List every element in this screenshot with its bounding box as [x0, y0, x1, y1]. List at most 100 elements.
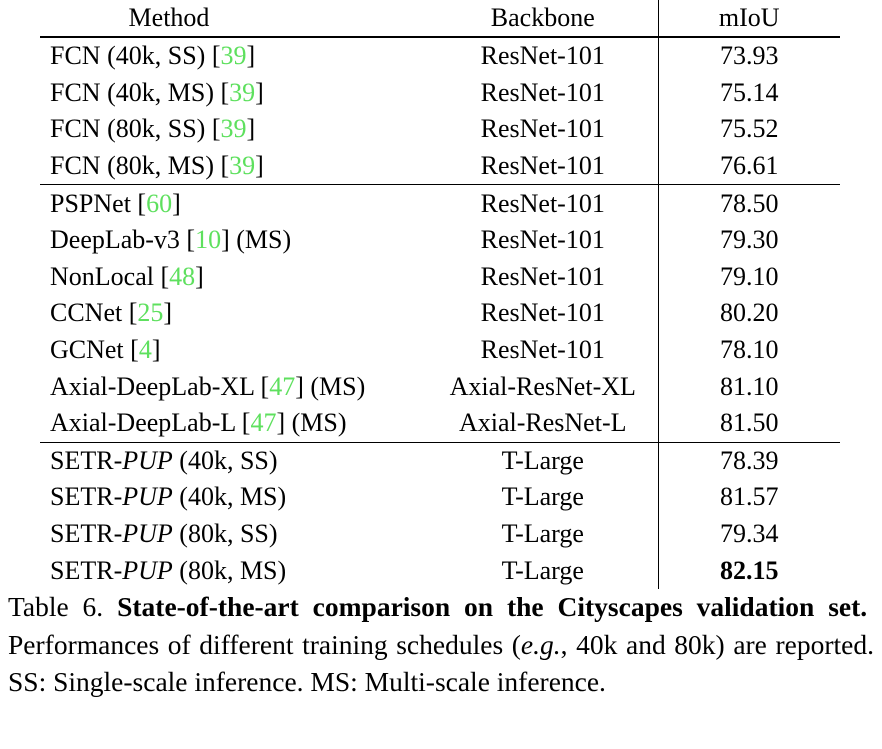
method-prefix: FCN (40k, SS) [ [50, 41, 221, 71]
method-suffix: ] (MS) [276, 408, 347, 438]
cell-backbone: ResNet-101 [480, 114, 605, 144]
cell-method: FCN (80k, MS) [39] [40, 148, 428, 185]
cell-miou: 81.50 [657, 404, 840, 443]
cell-method: SETR-PUP (40k, MS) [40, 479, 428, 516]
cell-backbone: ResNet-101 [428, 36, 658, 75]
table-row: PSPNet [60] ResNet-101 78.50 [40, 184, 840, 222]
method-suffix: ] [163, 298, 173, 328]
method-italic: PUP [122, 445, 173, 475]
method-suffix: (40k, SS) [172, 445, 278, 475]
cell-backbone: ResNet-101 [480, 298, 605, 328]
caption-eg: e.g. [520, 628, 561, 660]
cell-miou: 78.39 [657, 441, 840, 480]
table-row: SETR-PUP (40k, SS) T-Large 78.39 [40, 441, 840, 480]
method-suffix: ] [151, 335, 161, 365]
method-suffix: ] [246, 114, 256, 144]
cell-method: DeepLab-v3 [10] (MS) [40, 222, 428, 259]
cell-backbone: T-Large [428, 441, 658, 480]
method-suffix: (80k, SS) [172, 519, 278, 549]
method-italic: PUP [122, 482, 173, 512]
header-method: Method [40, 0, 428, 38]
method-italic: PUP [122, 519, 173, 549]
method-prefix: SETR- [50, 482, 123, 512]
citation-link[interactable]: 60 [146, 188, 173, 218]
table-row: Axial-DeepLab-L [47] (MS) Axial-ResNet-L 8… [40, 404, 840, 443]
cell-miou: 76.61 [657, 147, 840, 185]
cell-method: SETR-PUP (80k, MS) [40, 552, 428, 589]
cell-miou: 75.52 [657, 111, 840, 148]
method-prefix: FCN (80k, MS) [ [50, 151, 230, 181]
citation-link[interactable]: 4 [138, 335, 152, 365]
table-row: GCNet [4] ResNet-101 78.10 [40, 331, 840, 369]
cell-method: FCN (40k, SS) [39] [40, 36, 428, 75]
cell-backbone: T-Large [501, 555, 584, 585]
caption-text-2: , 40k and 80k) are reported. SS: Single-… [8, 628, 874, 698]
table-row: CCNet [25] ResNet-101 80.20 [40, 295, 840, 332]
cell-miou: 75.14 [657, 74, 840, 112]
cell-method: SETR-PUP (80k, SS) [40, 516, 428, 553]
table-row: DeepLab-v3 [10] (MS) ResNet-101 79.30 [40, 221, 840, 259]
cell-method: NonLocal [48] [40, 259, 428, 296]
citation-link[interactable]: 39 [220, 114, 247, 144]
cell-backbone: ResNet-101 [428, 184, 658, 222]
cell-backbone: T-Large [501, 519, 584, 549]
method-prefix: DeepLab-v3 [ [50, 225, 196, 255]
cell-miou: 78.10 [657, 331, 840, 369]
table-header-row: Method Backbone mIoU [40, 0, 840, 38]
cell-miou: 82.15 [657, 552, 840, 589]
cell-method: PSPNet [60] [40, 184, 428, 222]
citation-link[interactable]: 10 [195, 225, 222, 255]
cell-method: FCN (40k, MS) [39] [40, 75, 428, 112]
caption-text-1: Performances of different training sched… [8, 628, 521, 660]
citation-link[interactable]: 39 [229, 77, 256, 107]
table-row: Axial-DeepLab-XL [47] (MS) Axial-ResNet-X… [40, 368, 840, 405]
method-suffix: (80k, MS) [172, 555, 287, 585]
cell-backbone: ResNet-101 [480, 225, 605, 255]
method-suffix: ] [246, 41, 256, 71]
citation-link[interactable]: 39 [220, 41, 247, 71]
cell-miou: 79.30 [657, 221, 840, 259]
method-prefix: SETR- [50, 519, 123, 549]
table-row: FCN (40k, MS) [39] ResNet-101 75.14 [40, 74, 840, 112]
cell-miou: 81.10 [657, 368, 840, 405]
cell-backbone: ResNet-101 [480, 261, 605, 291]
caption-title: State-of-the-art comparison on the Citys… [117, 591, 868, 622]
table-row: SETR-PUP (80k, SS) T-Large 79.34 [40, 515, 840, 553]
header-miou: mIoU [657, 0, 840, 38]
method-prefix: Axial-DeepLab-L [ [50, 408, 251, 438]
method-prefix: Axial-DeepLab-XL [ [50, 371, 270, 401]
method-prefix: NonLocal [ [50, 261, 170, 291]
method-suffix: (40k, MS) [172, 482, 287, 512]
method-prefix: PSPNet [ [50, 188, 147, 218]
results-table: Method Backbone mIoU FCN (40k, SS) [39] R… [40, 0, 840, 589]
method-prefix: CCNet [ [50, 298, 138, 328]
table-row: SETR-PUP (80k, MS) T-Large 82.15 [40, 552, 840, 589]
citation-link[interactable]: 25 [137, 298, 164, 328]
citation-link[interactable]: 48 [169, 261, 196, 291]
cell-miou: 78.50 [657, 184, 840, 222]
cell-miou: 79.34 [657, 515, 840, 553]
method-prefix: SETR- [50, 555, 123, 585]
cell-backbone: ResNet-101 [480, 335, 605, 365]
cell-miou: 81.57 [657, 479, 840, 516]
table-row: FCN (40k, SS) [39] ResNet-101 73.93 [40, 36, 840, 75]
citation-link[interactable]: 39 [229, 151, 256, 181]
method-prefix: FCN (80k, SS) [ [50, 114, 221, 144]
cell-method: Axial-DeepLab-XL [47] (MS) [40, 368, 428, 405]
cell-method: FCN (80k, SS) [39] [40, 111, 428, 148]
citation-link[interactable]: 47 [250, 408, 277, 438]
method-suffix: ] (MS) [295, 371, 366, 401]
cell-backbone: Axial-ResNet-XL [449, 371, 636, 401]
cell-method: GCNet [4] [40, 332, 428, 369]
method-prefix: GCNet [ [50, 335, 139, 365]
caption-label: Table 6. [8, 591, 104, 622]
citation-link[interactable]: 47 [269, 371, 296, 401]
cell-backbone: ResNet-101 [480, 151, 605, 181]
cell-backbone: ResNet-101 [480, 77, 605, 107]
method-prefix: FCN (40k, MS) [ [50, 77, 230, 107]
cell-method: SETR-PUP (40k, SS) [40, 441, 428, 480]
cell-miou: 73.93 [657, 36, 840, 75]
method-suffix: ] [255, 77, 264, 107]
method-suffix: ] [255, 151, 264, 181]
cell-miou: 79.10 [657, 258, 840, 296]
